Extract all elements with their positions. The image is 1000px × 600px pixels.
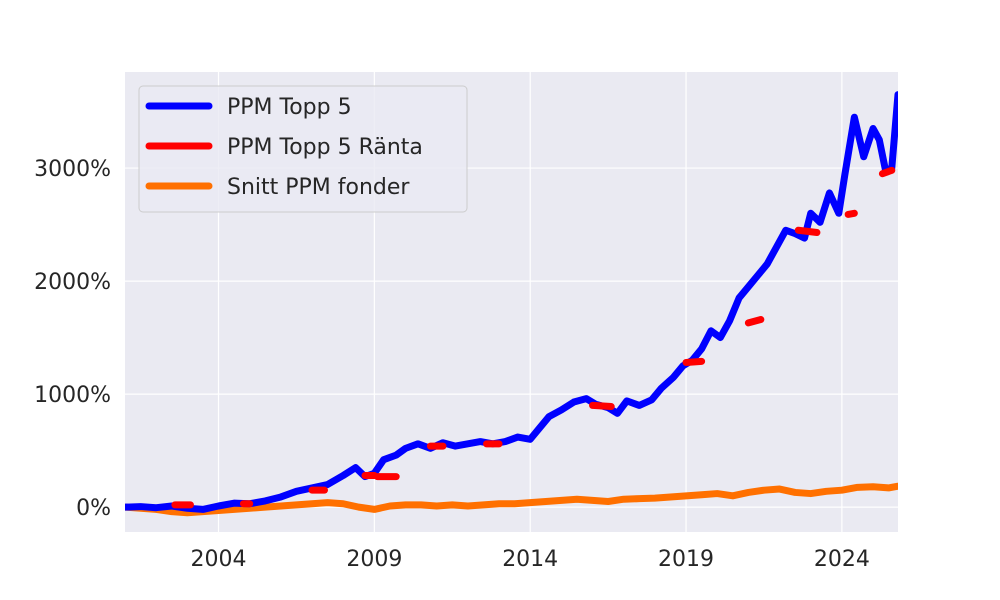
x-tick-label: 2004 <box>191 547 247 572</box>
x-tick-label: 2019 <box>658 547 714 572</box>
legend-label: Snitt PPM fonder <box>227 175 410 200</box>
y-tick-label: 3000% <box>34 157 111 182</box>
series-line-ppm-topp-5 <box>125 91 898 513</box>
legend-label: PPM Topp 5 Ränta <box>227 135 423 160</box>
y-tick-label: 2000% <box>34 270 111 295</box>
series-line-snitt-ppm-fonder <box>125 482 898 517</box>
y-tick-label: 0% <box>76 496 111 521</box>
series-segment-ppm-topp-5-ranta <box>682 357 706 366</box>
series-segment-ppm-topp-5-ranta <box>744 316 765 327</box>
series-group <box>125 91 898 517</box>
legend-box <box>138 85 468 213</box>
series-segment-ppm-topp-5-ranta <box>878 166 896 178</box>
legend: PPM Topp 5 PPM Topp 5 Ränta Snitt PPM fond… <box>138 85 468 213</box>
legend-label: PPM Topp 5 <box>227 95 352 120</box>
series-segment-ppm-topp-5-ranta <box>589 401 615 411</box>
x-tick-label: 2014 <box>502 547 558 572</box>
y-tick-label: 1000% <box>34 383 111 408</box>
x-tick-label: 2024 <box>814 547 870 572</box>
series-segment-ppm-topp-5-ranta <box>844 209 858 218</box>
x-tick-label: 2009 <box>346 547 402 572</box>
series-segment-ppm-topp-5-ranta <box>794 226 821 236</box>
